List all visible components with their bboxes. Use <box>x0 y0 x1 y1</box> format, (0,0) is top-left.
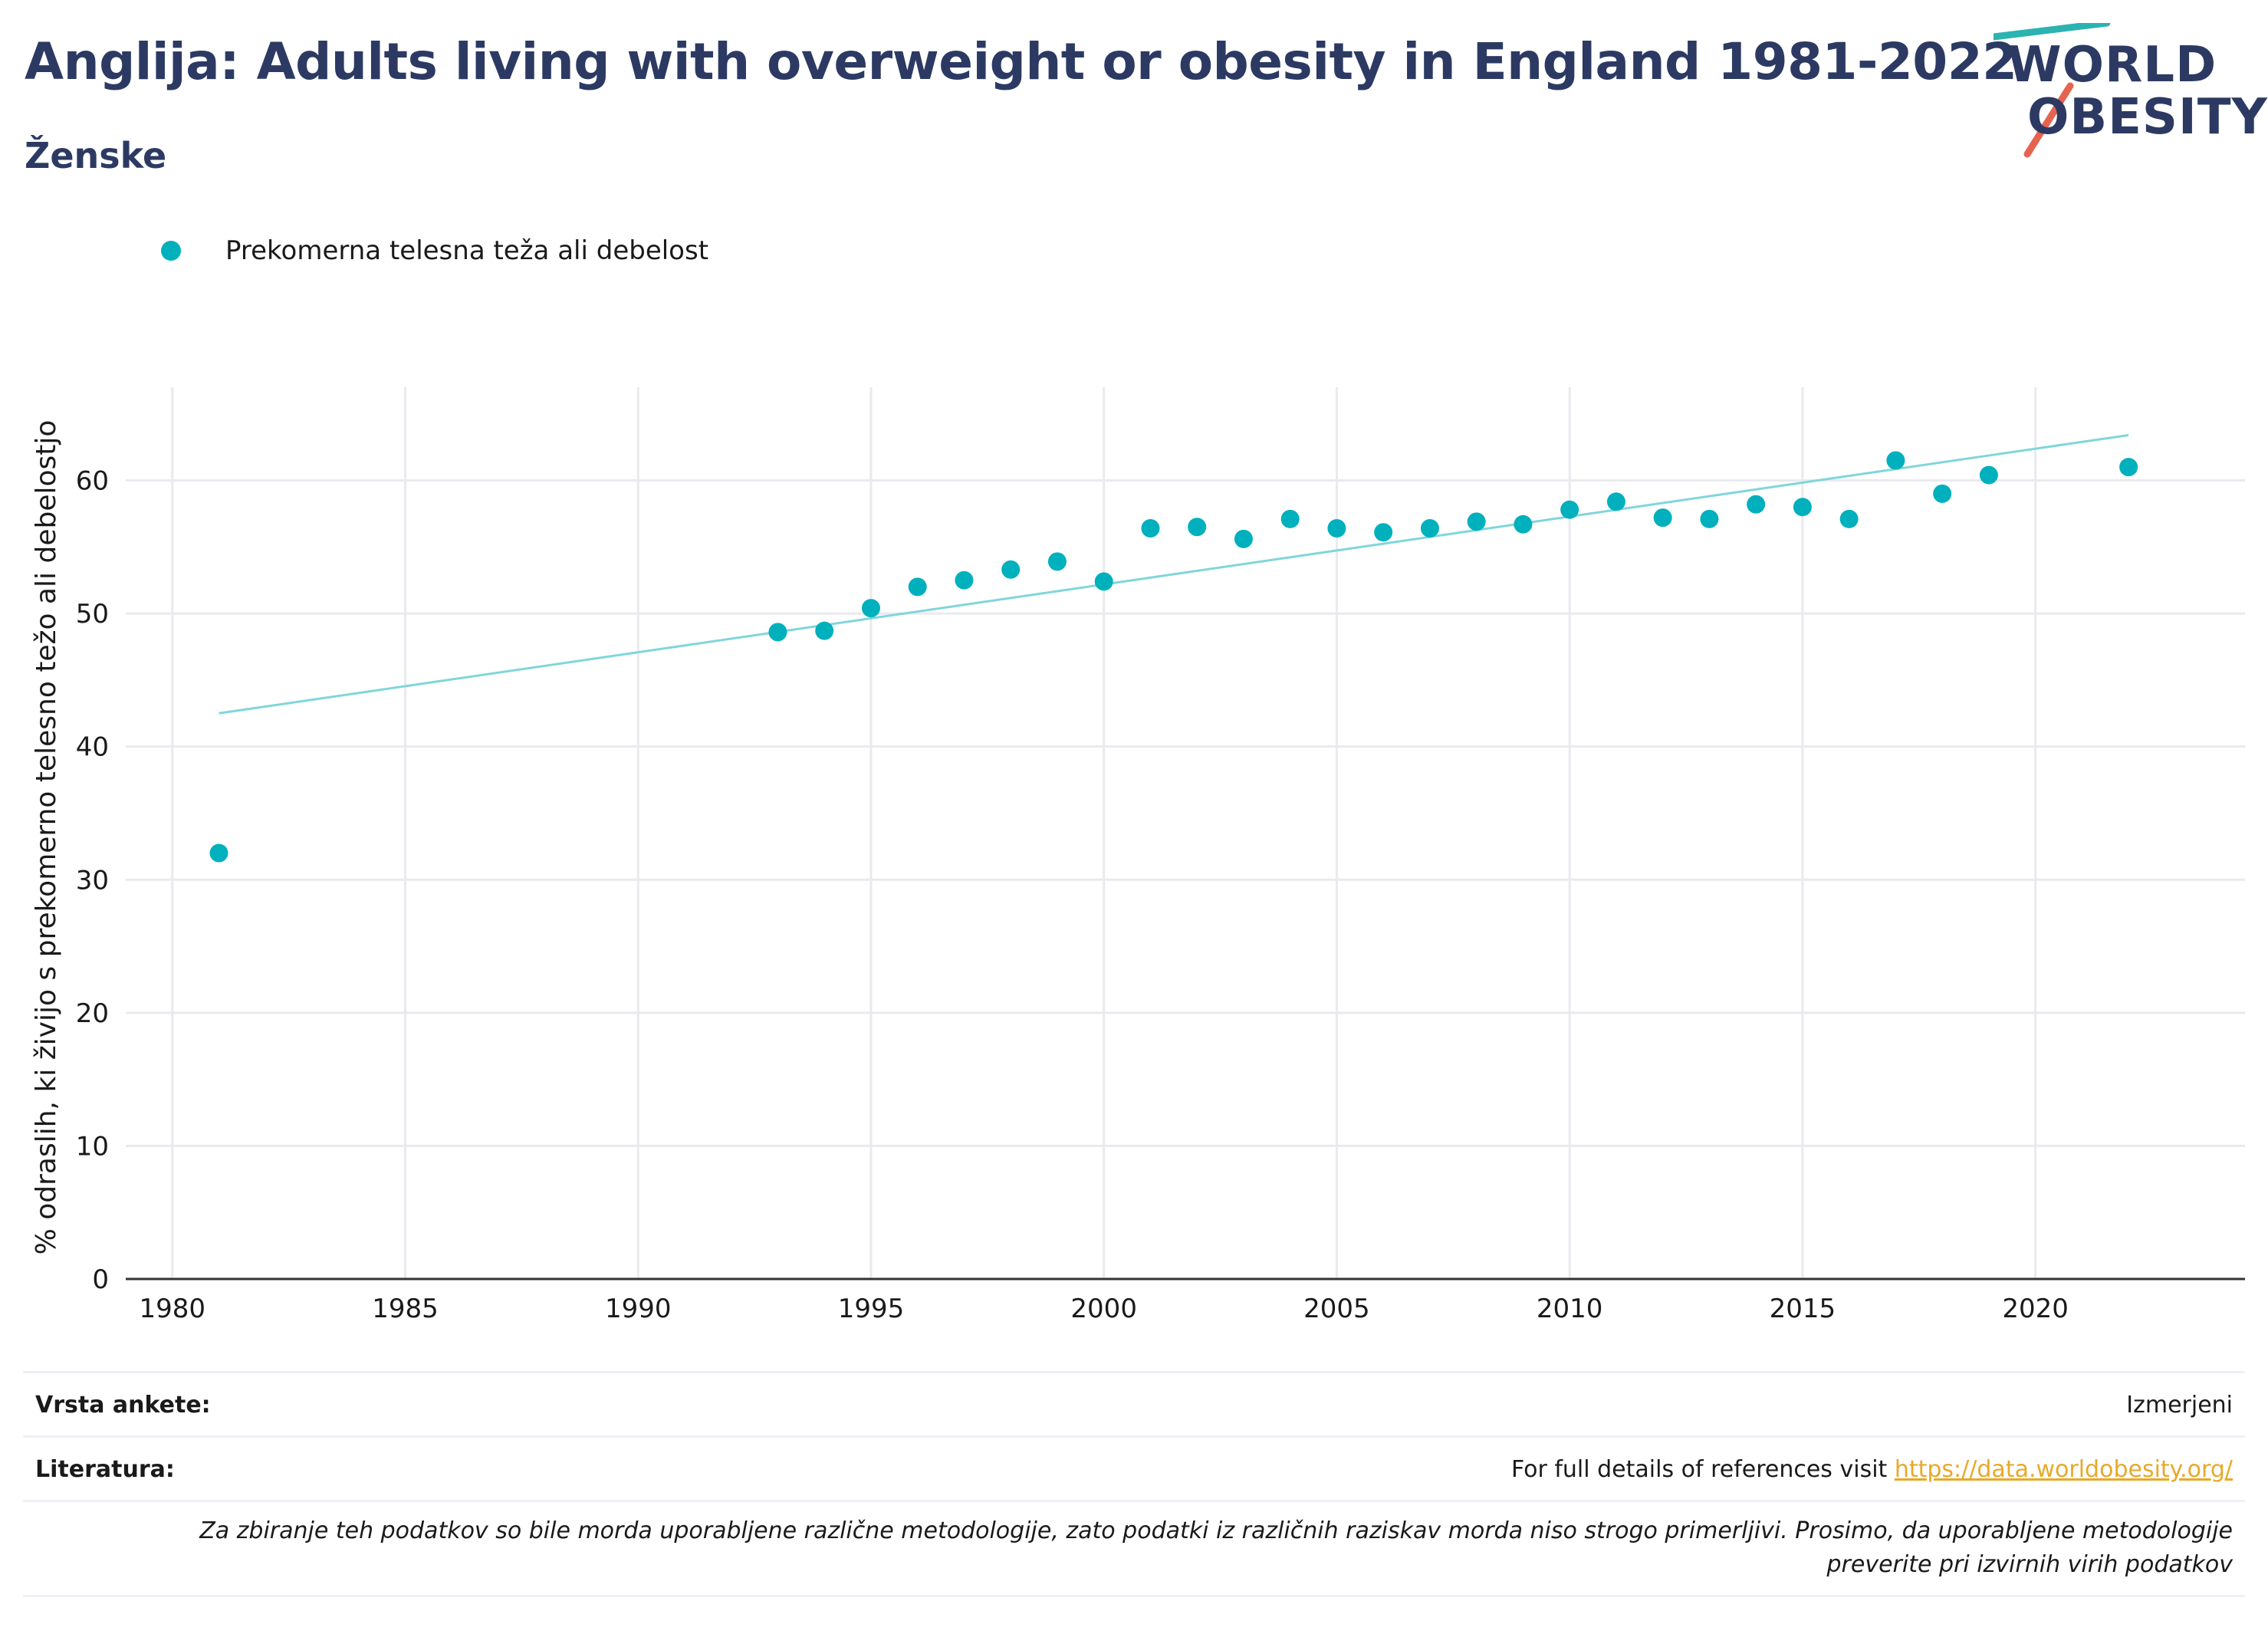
data-point <box>1094 572 1113 591</box>
data-point <box>1047 552 1067 571</box>
data-point <box>1420 518 1439 538</box>
data-point <box>1886 451 1905 470</box>
data-point <box>2119 458 2138 477</box>
y-tick-label: 30 <box>76 865 109 896</box>
data-point <box>768 623 787 642</box>
data-point <box>1606 492 1625 511</box>
footer-divider-middle <box>23 1500 2245 1502</box>
footer-survey-row: Vrsta ankete: Izmerjeni <box>23 1371 2245 1438</box>
data-point <box>1141 518 1160 538</box>
data-point <box>1933 484 1952 503</box>
y-tick-label: 10 <box>76 1131 109 1162</box>
data-point <box>1001 560 1021 579</box>
survey-type-value: Izmerjeni <box>2126 1392 2233 1419</box>
chart-title: Anglija: Adults living with overweight o… <box>25 32 2017 91</box>
x-tick-label: 2005 <box>1303 1294 1370 1324</box>
references-label: Literatura: <box>35 1456 175 1483</box>
references-link[interactable]: https://data.worldobesity.org/ <box>1894 1456 2233 1483</box>
data-point <box>1514 515 1533 534</box>
legend-marker <box>161 241 181 261</box>
trendline-path <box>219 434 2129 715</box>
gridlines <box>126 387 2245 1279</box>
scatter-chart: 0 10 20 30 40 50 60 1980 1985 1990 1995 2000 2005 201… <box>31 387 2245 1324</box>
world-obesity-logo: WORLD OBESITY <box>1994 23 2267 161</box>
footer-divider-bottom <box>23 1595 2245 1597</box>
data-points <box>209 451 2138 863</box>
chart-subtitle: Ženske <box>25 135 167 176</box>
data-point <box>1280 509 1300 528</box>
footer-references-row: Literatura: For full details of referenc… <box>23 1435 2245 1502</box>
data-point <box>1839 509 1859 528</box>
x-tick-label: 2010 <box>1537 1294 1603 1324</box>
logo-line-1: WORLD <box>2007 37 2217 94</box>
y-tick-label: 60 <box>76 466 109 497</box>
data-point <box>908 577 927 597</box>
data-point <box>1467 512 1486 531</box>
data-point <box>955 570 974 590</box>
y-axis-label: % odraslih, ki živijo s prekomerno teles… <box>31 420 62 1255</box>
methodology-note: Za zbiranje teh podatkov so bile morda u… <box>199 1517 2233 1578</box>
x-tick-label: 1980 <box>139 1294 205 1324</box>
logo-line-2: OBESITY <box>2027 89 2268 146</box>
data-point <box>815 621 834 640</box>
data-point <box>1234 529 1253 548</box>
references-text: For full details of references visit <box>1510 1456 1895 1483</box>
data-point <box>1560 500 1579 519</box>
data-point <box>209 843 228 863</box>
data-point <box>1979 465 1998 485</box>
x-tick-label: 1995 <box>838 1294 905 1324</box>
trendline <box>219 434 2129 715</box>
survey-type-label: Vrsta ankete: <box>35 1392 211 1419</box>
data-point <box>1653 508 1672 528</box>
references-value: For full details of references visit htt… <box>1511 1456 2233 1483</box>
data-point <box>1700 509 1719 528</box>
logo-slash-icon <box>1994 23 2111 158</box>
legend: Prekomerna telesna teža ali debelost <box>161 232 708 270</box>
y-tick-label: 20 <box>76 998 109 1029</box>
data-point <box>861 599 880 618</box>
data-point <box>1327 518 1346 538</box>
data-point <box>1793 498 1812 517</box>
x-tick-label: 2015 <box>1770 1294 1836 1324</box>
y-tick-label: 0 <box>92 1264 109 1295</box>
x-tick-label: 1990 <box>605 1294 672 1324</box>
legend-label: Prekomerna telesna teža ali debelost <box>225 235 709 266</box>
data-point <box>1747 495 1766 514</box>
y-tick-label: 40 <box>76 732 109 763</box>
tick-labels: 0 10 20 30 40 50 60 1980 1985 1990 1995 2000 2005 201… <box>76 466 2069 1324</box>
x-tick-label: 2000 <box>1070 1294 1137 1324</box>
x-tick-label: 1985 <box>372 1294 439 1324</box>
data-point <box>1188 518 1207 537</box>
data-point <box>1374 523 1393 542</box>
y-tick-label: 50 <box>76 599 109 630</box>
x-tick-label: 2020 <box>2002 1294 2069 1324</box>
